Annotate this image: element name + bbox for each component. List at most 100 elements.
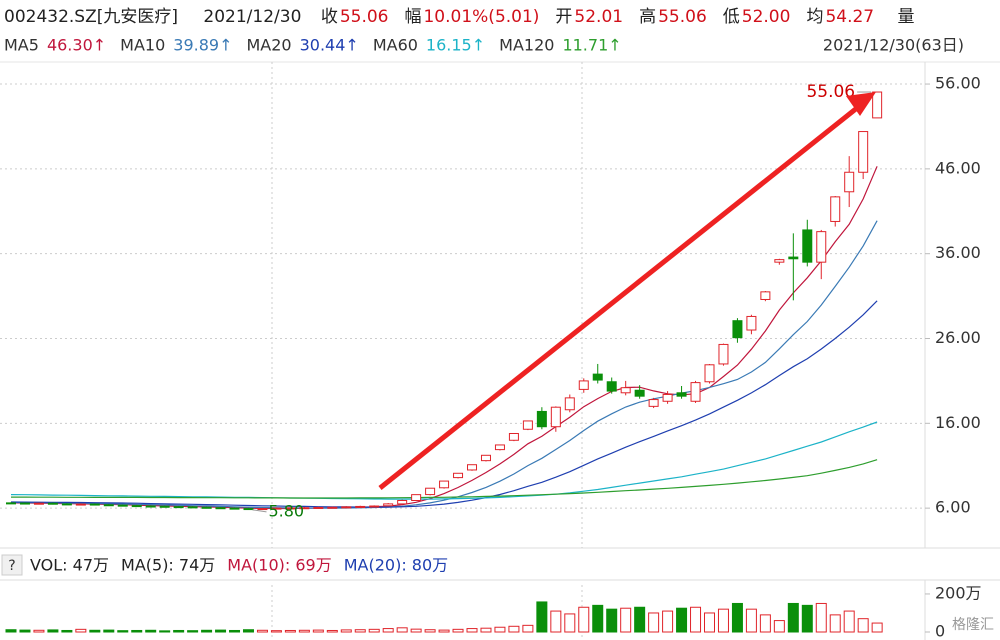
candle-body — [676, 392, 687, 397]
candle-body — [369, 505, 380, 508]
candle-body — [704, 364, 715, 383]
grid: 6.00 16.00 26.00 36.00 46.00 56.00 — [0, 74, 981, 517]
volume-bar — [690, 606, 702, 633]
volume-bar — [242, 629, 254, 633]
candle-body — [774, 259, 785, 263]
y-tick-label: 26.00 — [935, 328, 981, 347]
volume-bar — [801, 604, 813, 633]
volume-bar — [815, 602, 827, 633]
volume-bar — [215, 629, 227, 633]
ma-legend: MA5 46.30↑ MA10 39.89↑ MA20 30.44↑ MA60 16.15↑ M… — [4, 36, 964, 55]
volume-bar — [145, 629, 157, 633]
quote-value: 52.00 — [741, 7, 791, 27]
candle-body — [620, 387, 631, 394]
volume-bar — [368, 628, 380, 633]
quote-label: 收 — [320, 7, 338, 27]
candle-body — [858, 131, 869, 173]
volume-bar — [773, 620, 785, 633]
candle-body — [313, 506, 324, 509]
candle-body — [662, 393, 673, 402]
y-tick-label: 16.00 — [935, 413, 981, 432]
candle-body — [788, 256, 799, 260]
candle-body — [830, 196, 841, 222]
volume-bar — [843, 610, 855, 633]
candle-body — [75, 503, 86, 506]
volume-bar — [578, 606, 590, 633]
candle-body — [522, 420, 533, 430]
candle-body — [411, 494, 422, 502]
candle-body — [341, 506, 352, 509]
volume-bar — [494, 626, 506, 633]
candle-body — [606, 381, 617, 392]
help-box[interactable] — [1, 554, 23, 576]
candle-body — [173, 506, 184, 509]
ma-line — [10, 166, 878, 510]
ma-line — [11, 459, 878, 499]
legend-name: MA120 — [499, 36, 554, 55]
volume-bar — [829, 614, 841, 633]
volume-bar — [564, 613, 576, 633]
watermark: 格隆汇 — [952, 617, 994, 633]
volume-bar — [662, 610, 674, 633]
candle-body — [327, 506, 338, 509]
volume-bar — [117, 630, 129, 633]
candle-body — [732, 320, 743, 339]
volume-bar — [745, 608, 757, 633]
volume-bar — [759, 614, 771, 633]
candle-body — [355, 505, 366, 508]
volume-bar — [452, 628, 464, 633]
candle-body — [243, 508, 254, 511]
volume-bar — [648, 612, 660, 633]
volume-bar — [284, 629, 296, 633]
volume-bar — [466, 628, 478, 633]
candle-body — [33, 502, 44, 505]
legend-name: MA20 — [246, 36, 291, 55]
candle-body — [564, 397, 575, 411]
quote-label: 低 — [722, 7, 740, 27]
legend-name: MA10 — [120, 36, 165, 55]
volume-bar — [173, 629, 185, 633]
volume-bar — [89, 629, 101, 633]
candle-body — [61, 503, 72, 506]
volume-bar — [326, 629, 338, 633]
candle-body — [550, 406, 561, 428]
volume-bar — [61, 629, 73, 633]
candle-body — [159, 505, 170, 508]
volume-bar — [410, 628, 422, 633]
volume-bar — [731, 602, 743, 633]
legend-name: MA5 — [4, 36, 39, 55]
quote-label: 均 — [806, 7, 824, 27]
candle-body — [494, 444, 505, 451]
volume-bar — [676, 607, 688, 633]
volume-bar — [47, 629, 59, 633]
candle-body — [467, 464, 478, 471]
candle-body — [425, 487, 436, 496]
candle-body — [746, 315, 757, 331]
low-pointer — [252, 509, 267, 513]
y-tick-label: 0 — [935, 622, 945, 640]
volume-bar — [187, 630, 199, 633]
quote-value: 54.27 — [825, 7, 875, 27]
volume-legend: MA(20): 80万 — [344, 556, 448, 575]
stock-code: 002432.SZ[九安医疗] — [4, 7, 179, 27]
volume-bar — [717, 608, 729, 633]
quote-items: 收 55.06 幅 10.01%(5.01) 开 52.01 高 55.06 低 52.00 均 54… — [321, 7, 890, 27]
volume-bar — [229, 629, 241, 633]
candle-body — [6, 502, 16, 505]
ma-line — [10, 421, 878, 500]
volume-bar — [75, 628, 87, 633]
candle-body — [816, 231, 827, 263]
header: 002432.SZ[九安医疗] 2021/12/30 收 55.06 幅 10.01%… — [4, 2, 917, 27]
volume-bar — [131, 629, 143, 633]
trend-arrow-head — [846, 92, 876, 116]
quote-label: 高 — [639, 7, 657, 27]
volume-bar — [787, 602, 799, 633]
volume-bar — [312, 629, 324, 633]
volume-legend: MA(5): 74万 — [121, 556, 215, 575]
candle-body — [229, 507, 240, 510]
volume-bar — [857, 618, 869, 633]
quote-label: 幅 — [404, 7, 422, 27]
volume-bar — [522, 624, 534, 633]
ma-line — [10, 220, 878, 509]
